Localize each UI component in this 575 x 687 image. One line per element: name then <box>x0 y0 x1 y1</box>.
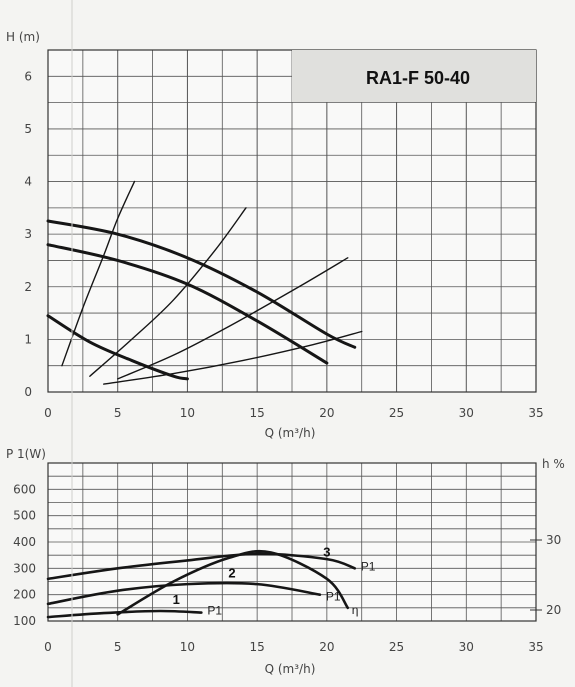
head-x-axis-label: Q (m³/h) <box>265 426 316 440</box>
power-y-tick-label: 300 <box>13 561 36 575</box>
chart-title: RA1-F 50-40 <box>366 68 470 88</box>
head-axis-label: H (m) <box>6 30 40 44</box>
power-x-axis-label: Q (m³/h) <box>265 662 316 676</box>
power-curve-end-label: P1 <box>326 590 341 604</box>
head-y-tick-label: 5 <box>24 122 32 136</box>
head-y-tick-label: 4 <box>24 175 32 189</box>
power-x-tick-label: 20 <box>319 640 334 654</box>
power-curve-end-label: P1 <box>361 559 376 573</box>
power-y-tick-label: 200 <box>13 588 36 602</box>
power-curve-number: 1 <box>173 592 180 607</box>
head-x-tick-label: 10 <box>180 406 195 420</box>
head-chart: H (m) RA1-F 50-40 0 5 10 15 20 25 30 35 0 1 2 3 4 5 6… <box>6 30 544 440</box>
title-box <box>292 50 536 102</box>
head-curve-1 <box>46 219 357 349</box>
head-series <box>46 180 363 385</box>
power-frame <box>47 462 537 622</box>
head-y-tick-label: 0 <box>24 385 32 399</box>
power-curve-number: 2 <box>228 566 235 581</box>
power-x-tick-label: 5 <box>114 640 122 654</box>
power-y-tick-label: 400 <box>13 535 36 549</box>
head-curve-5 <box>89 207 247 377</box>
head-y-ticks: 0 1 2 3 4 5 6 <box>24 69 32 399</box>
head-x-tick-label: 5 <box>114 406 122 420</box>
power-y-ticks: 100 200 300 400 500 600 <box>13 482 36 628</box>
power-y-tick-label: 500 <box>13 509 36 523</box>
power-curve-1 <box>46 552 357 581</box>
power-x-ticks: 0 5 10 15 20 25 30 35 <box>44 640 543 654</box>
efficiency-tick-label: 20 <box>546 603 561 617</box>
head-curve-4 <box>61 180 136 367</box>
power-x-tick-label: 25 <box>389 640 404 654</box>
power-x-tick-label: 30 <box>459 640 474 654</box>
head-y-tick-label: 6 <box>24 69 32 83</box>
power-curve-end-label: P1 <box>207 604 222 618</box>
head-curve-3 <box>46 314 189 381</box>
head-curve-7 <box>103 330 363 385</box>
head-x-tick-label: 30 <box>459 406 474 420</box>
power-gridlines <box>47 462 537 622</box>
power-curve-end-label: η <box>352 603 359 617</box>
power-axis-label: P 1(W) <box>6 447 46 461</box>
power-x-tick-label: 0 <box>44 640 52 654</box>
head-x-tick-label: 20 <box>319 406 334 420</box>
power-x-tick-label: 35 <box>528 640 543 654</box>
power-x-tick-label: 10 <box>180 640 195 654</box>
head-x-ticks: 0 5 10 15 20 25 30 35 <box>44 406 543 420</box>
efficiency-axis-label: h % <box>542 457 565 471</box>
head-x-tick-label: 0 <box>44 406 52 420</box>
head-x-tick-label: 15 <box>250 406 265 420</box>
head-y-tick-label: 2 <box>24 280 32 294</box>
head-curve-6 <box>117 257 349 380</box>
head-gridlines <box>47 49 537 393</box>
head-y-tick-label: 3 <box>24 227 32 241</box>
power-x-tick-label: 15 <box>250 640 265 654</box>
power-curve-4 <box>116 549 350 616</box>
power-series: P1 3 P1 2 P1 1 η <box>46 544 376 619</box>
power-y-tick-label: 100 <box>13 614 36 628</box>
power-curve-number: 3 <box>323 544 330 559</box>
head-y-tick-label: 1 <box>24 332 32 346</box>
head-x-tick-label: 35 <box>528 406 543 420</box>
efficiency-tick-label: 30 <box>546 533 561 547</box>
power-curve-2 <box>46 581 322 606</box>
head-x-tick-label: 25 <box>389 406 404 420</box>
power-chart: P 1(W) h % 0 5 10 15 20 25 30 35 100 200 300 400 50… <box>6 447 565 676</box>
power-y-tick-label: 600 <box>13 482 36 496</box>
